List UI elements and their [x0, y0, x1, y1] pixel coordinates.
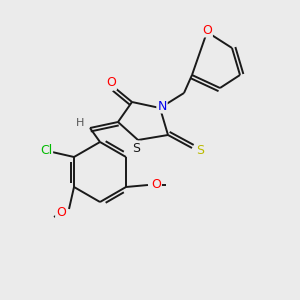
Text: Cl: Cl — [40, 143, 52, 157]
Text: O: O — [202, 23, 212, 37]
Text: O: O — [106, 76, 116, 89]
Text: O: O — [151, 178, 161, 191]
Text: H: H — [76, 118, 84, 128]
Text: S: S — [132, 142, 140, 154]
Text: N: N — [157, 100, 167, 112]
Text: O: O — [56, 206, 66, 220]
Text: S: S — [196, 143, 204, 157]
